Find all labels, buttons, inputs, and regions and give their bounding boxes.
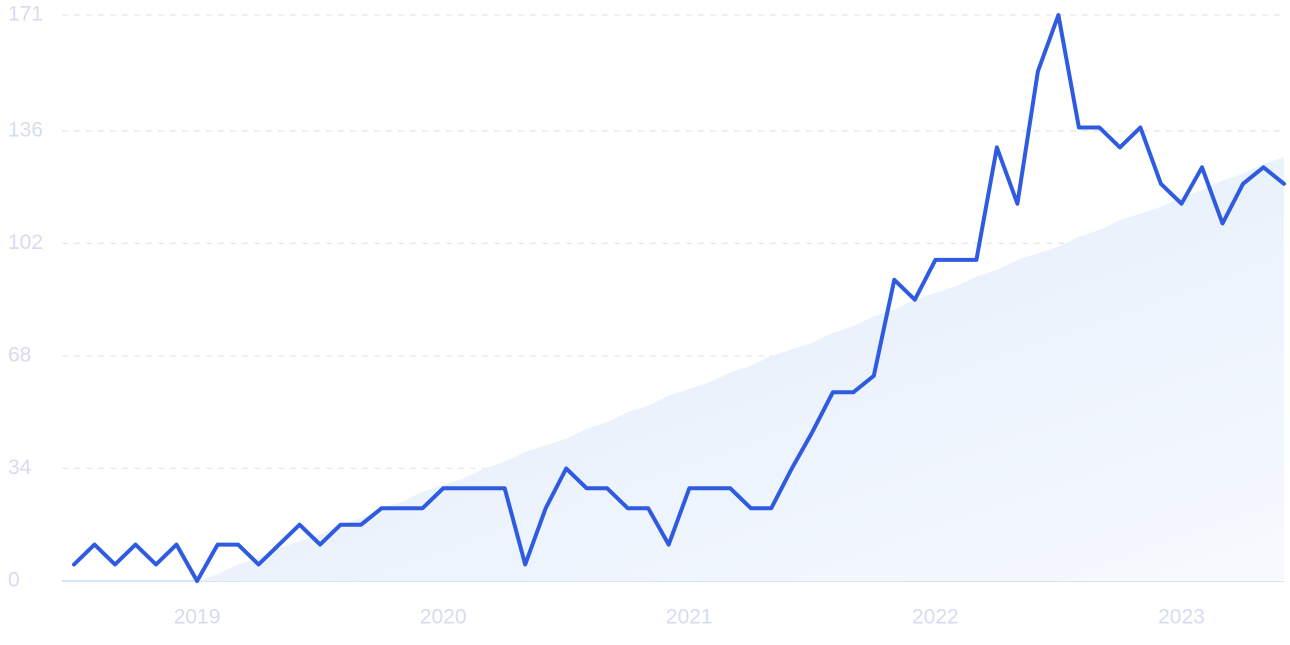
x-tick-label: 2019	[174, 606, 221, 629]
x-tick-label: 2021	[666, 606, 713, 629]
x-tick-label: 2022	[912, 606, 959, 629]
y-tick-label: 68	[8, 343, 31, 366]
y-tick-label: 136	[8, 118, 43, 141]
x-tick-label: 2020	[420, 606, 467, 629]
x-tick-label: 2023	[1158, 606, 1205, 629]
y-tick-label: 102	[8, 231, 43, 254]
trend-area	[74, 157, 1284, 582]
y-tick-label: 171	[8, 3, 43, 26]
y-tick-label: 34	[8, 456, 32, 479]
line	[72, 13, 1286, 583]
y-tick-label: 0	[8, 569, 20, 592]
